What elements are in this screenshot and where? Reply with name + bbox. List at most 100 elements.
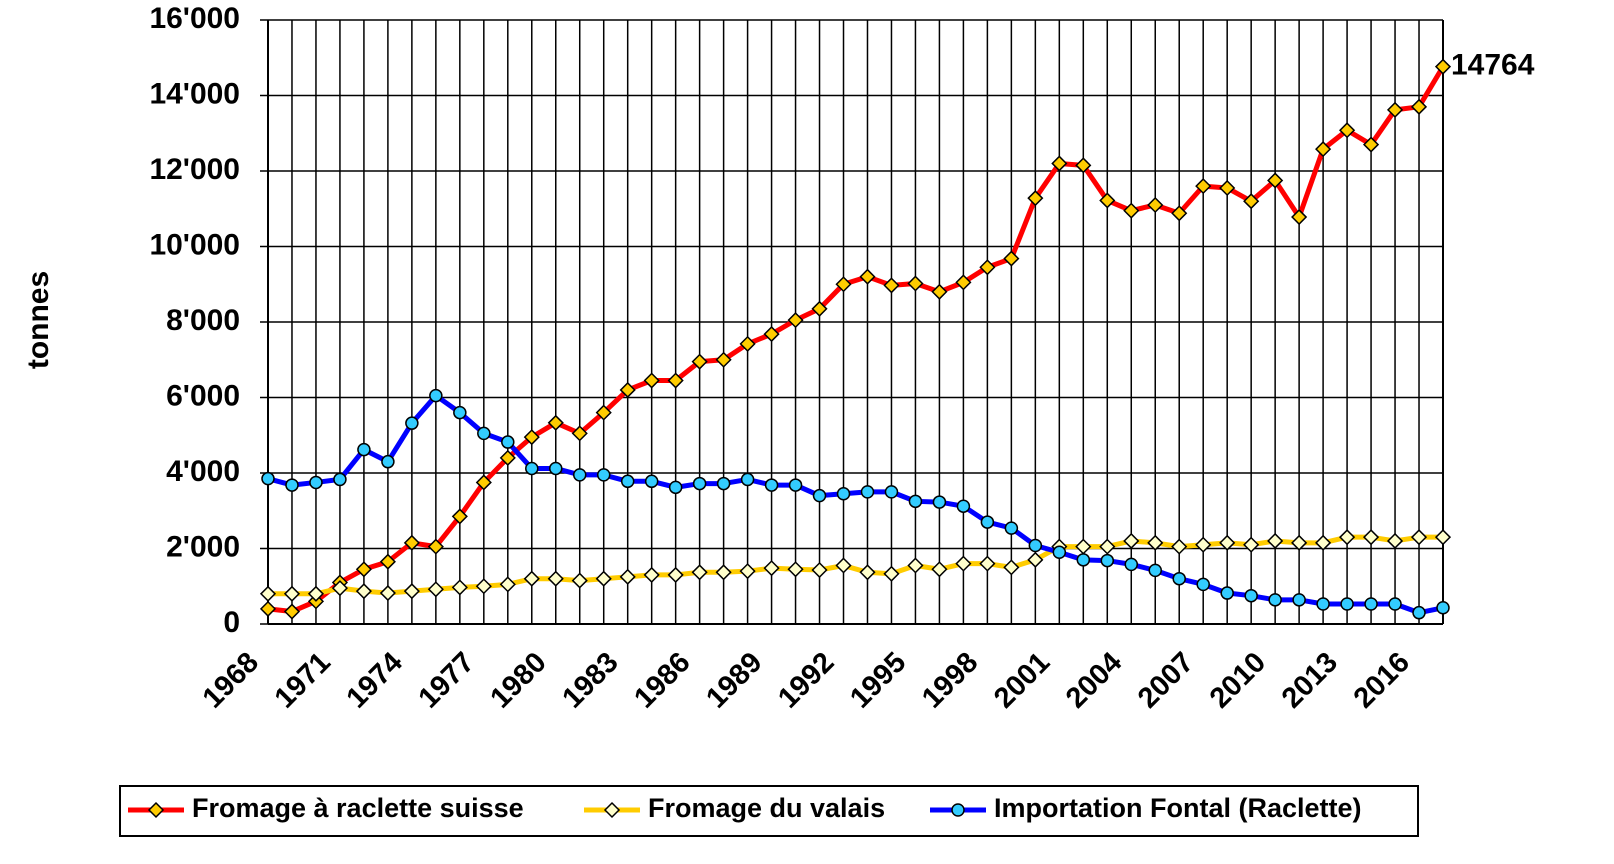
point (1436, 530, 1450, 544)
point (838, 488, 850, 500)
point (1269, 594, 1281, 606)
point (741, 564, 755, 578)
point (1437, 602, 1449, 614)
point (1100, 540, 1114, 554)
point (357, 584, 371, 598)
point (1004, 560, 1018, 574)
point (1292, 536, 1306, 550)
x-tick-label: 1986 (628, 646, 696, 714)
point (526, 462, 538, 474)
point (1029, 539, 1041, 551)
y-tick-label: 2'000 (166, 530, 240, 563)
point (285, 605, 299, 619)
point (1316, 536, 1330, 550)
point (621, 570, 635, 584)
data-label: 14764 (1451, 49, 1535, 82)
point (1364, 530, 1378, 544)
point (262, 473, 274, 485)
point (1341, 598, 1353, 610)
y-tick-label: 10'000 (149, 228, 240, 261)
x-tick-label: 1998 (916, 646, 984, 714)
point (670, 481, 682, 493)
x-tick-label: 2007 (1132, 646, 1200, 714)
point (406, 417, 418, 429)
x-tick-label: 2010 (1204, 646, 1272, 714)
point (1412, 530, 1426, 544)
point (669, 568, 683, 582)
point (358, 444, 370, 456)
point (334, 473, 346, 485)
point (502, 436, 514, 448)
x-tick-label: 1977 (413, 646, 481, 714)
line-series (268, 396, 1443, 613)
point (1124, 204, 1138, 218)
point (861, 486, 873, 498)
point (286, 479, 298, 491)
point (645, 374, 659, 388)
point (718, 478, 730, 490)
point (1220, 536, 1234, 550)
x-tick-label: 2016 (1348, 646, 1416, 714)
point (285, 587, 299, 601)
point (908, 558, 922, 572)
legend-label: Importation Fontal (Raclette) (994, 793, 1362, 823)
point (933, 496, 945, 508)
point (1244, 538, 1258, 552)
point (1005, 522, 1017, 534)
point (1004, 252, 1018, 266)
point (477, 579, 491, 593)
point (261, 602, 275, 616)
point (261, 587, 275, 601)
x-tick-label: 2001 (988, 646, 1056, 714)
point (550, 462, 562, 474)
point (1388, 534, 1402, 548)
y-tick-label: 16'000 (149, 2, 240, 35)
point (1293, 594, 1305, 606)
y-tick-label: 14'000 (149, 77, 240, 110)
point (766, 479, 778, 491)
x-tick-label: 2013 (1276, 646, 1344, 714)
point (525, 572, 539, 586)
point (405, 584, 419, 598)
point (429, 582, 443, 596)
point (1124, 534, 1138, 548)
point (884, 567, 898, 581)
point (909, 495, 921, 507)
legend-label: Fromage du valais (648, 793, 885, 823)
point (1196, 538, 1210, 552)
point (598, 469, 610, 481)
point (932, 562, 946, 576)
point (694, 478, 706, 490)
point (382, 456, 394, 468)
point (453, 580, 467, 594)
x-tick-label: 1995 (844, 646, 912, 714)
point (454, 407, 466, 419)
point (957, 500, 969, 512)
y-axis-label: tonnes (22, 271, 55, 369)
point (310, 476, 322, 488)
point (1148, 536, 1162, 550)
y-tick-label: 0 (223, 606, 240, 639)
point (837, 558, 851, 572)
point (765, 561, 779, 575)
point (1268, 534, 1282, 548)
x-tick-label: 1974 (341, 646, 409, 714)
point (860, 565, 874, 579)
point (717, 565, 731, 579)
point (742, 473, 754, 485)
x-tick-label: 1980 (484, 646, 552, 714)
point (1149, 564, 1161, 576)
point (814, 490, 826, 502)
point (574, 469, 586, 481)
point (549, 572, 563, 586)
point (430, 390, 442, 402)
point (693, 565, 707, 579)
x-tick-label: 1971 (269, 646, 337, 714)
point (1413, 607, 1425, 619)
point (980, 557, 994, 571)
point (956, 557, 970, 571)
point (1076, 540, 1090, 554)
point (1389, 598, 1401, 610)
point (646, 475, 658, 487)
chart: tonnes 02'0004'0006'0008'00010'00012'000… (0, 0, 1614, 864)
